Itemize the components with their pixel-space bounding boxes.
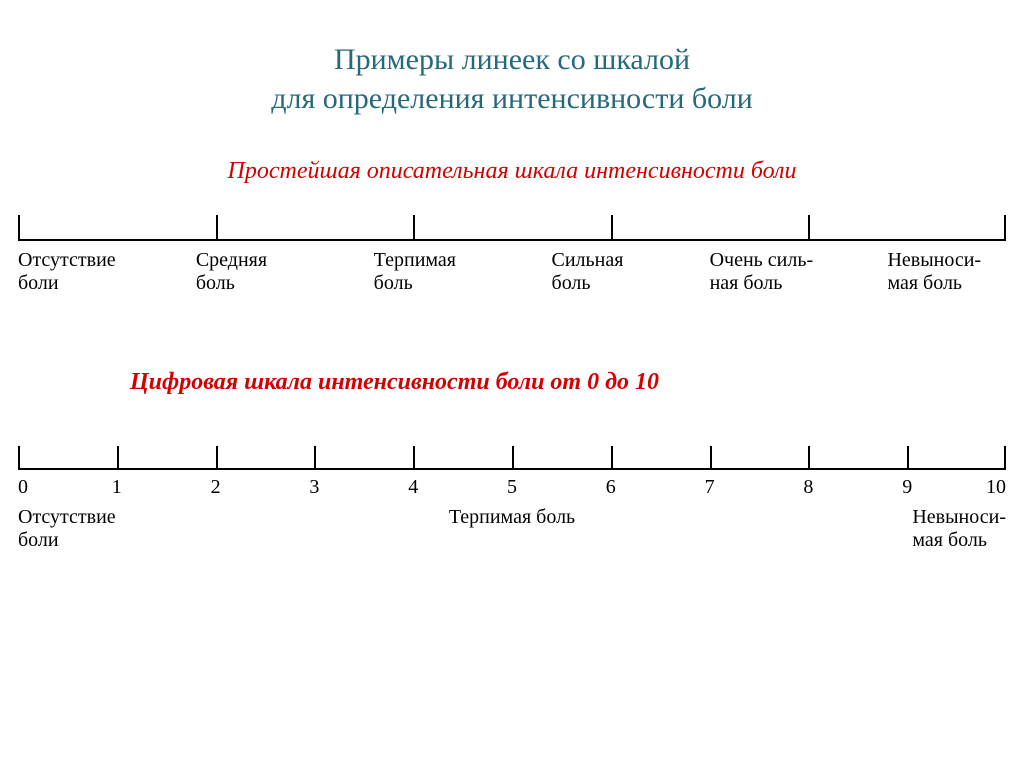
tick [216,215,218,241]
scale-number: 3 [309,476,319,499]
tick [413,446,415,470]
scale-number: 5 [507,476,517,499]
tick [611,446,613,470]
page-title: Примеры линеек со шкалой для определения… [0,0,1024,118]
descriptive-scale: Отсутствие боли Средняя боль Терпимая бо… [18,215,1006,299]
scale-label: Очень силь- ная боль [710,249,814,295]
scale-label: Средняя боль [196,249,267,295]
tick [512,446,514,470]
tick [413,215,415,241]
title-line1: Примеры линеек со шкалой [334,43,690,76]
scale-label: Невыноси- мая боль [887,249,981,295]
scale-label: Отсутствие боли [18,249,116,295]
tick [117,446,119,470]
scale-baseline [18,239,1006,241]
tick [18,446,20,470]
scale-label: Сильная боль [552,249,624,295]
scale-number: 2 [211,476,221,499]
scale-number: 1 [112,476,122,499]
tick [1004,215,1006,241]
anchor-center: Терпимая боль [449,506,575,529]
scale-number: 10 [986,476,1006,499]
numeric-numbers: 0 1 2 3 4 5 6 7 8 9 10 [18,476,1006,502]
scale-number: 7 [705,476,715,499]
numeric-scale-line [18,446,1006,470]
scale-number: 4 [408,476,418,499]
scale-number: 9 [902,476,912,499]
numeric-anchor-labels: Отсутствие боли Терпимая боль Невыноси- … [18,506,1006,556]
title-line2: для определения интенсивности боли [271,82,753,115]
subtitle-descriptive: Простейшая описательная шкала интенсивно… [0,158,1024,185]
tick [611,215,613,241]
tick [808,215,810,241]
scale-number: 0 [18,476,28,499]
subtitle-numeric: Цифровая шкала интенсивности боли от 0 д… [0,369,1024,396]
scale-number: 8 [803,476,813,499]
tick [710,446,712,470]
descriptive-labels: Отсутствие боли Средняя боль Терпимая бо… [18,249,1006,299]
tick [216,446,218,470]
anchor-left: Отсутствие боли [18,506,116,552]
tick [808,446,810,470]
scale-number: 6 [606,476,616,499]
tick [18,215,20,241]
tick [314,446,316,470]
descriptive-scale-line [18,215,1006,241]
anchor-right: Невыноси- мая боль [912,506,1006,552]
tick [907,446,909,470]
tick [1004,446,1006,470]
scale-label: Терпимая боль [374,249,456,295]
numeric-scale: 0 1 2 3 4 5 6 7 8 9 10 Отсутствие боли Т… [18,446,1006,556]
